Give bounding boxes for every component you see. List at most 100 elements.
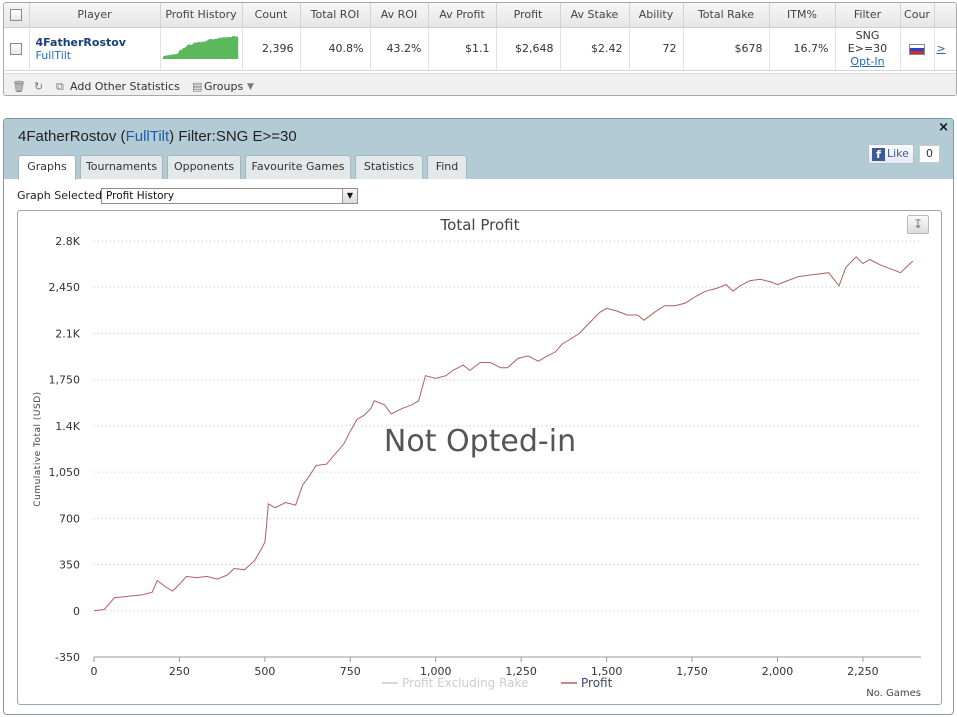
col-header-profit[interactable]: Profit [496,3,561,28]
x-tick-label: 0 [91,665,98,678]
graph-select-dropdown[interactable]: Profit History ▼ [101,188,358,204]
select-all-header[interactable] [4,3,30,28]
col-header-profit-history[interactable]: Profit History [160,3,243,28]
x-tick-label: 250 [169,665,190,678]
filter-line-1: SNG [855,29,880,42]
download-icon[interactable]: ↧ [907,215,929,234]
col-header-count[interactable]: Count [242,3,301,28]
x-tick-label: 500 [254,665,275,678]
col-header-av-profit[interactable]: Av Profit [428,3,497,28]
y-tick-label: 0 [73,605,80,618]
y-tick-label: 1,050 [49,466,81,479]
facebook-like-count: 0 [918,145,940,163]
cell-profit: $2,648 [496,27,561,71]
x-tick-label: 750 [340,665,361,678]
y-tick-label: 1.4K [55,420,80,433]
opt-in-link[interactable]: Opt-In [850,55,885,68]
table-toolbar: 🗑 ↻ ⧉ Add Other Statistics ▤ Groups ▼ [4,73,956,95]
facebook-like-button[interactable]: f Like [868,144,914,164]
cell-count: 2,396 [242,27,301,71]
x-tick-label: 1,250 [505,665,537,678]
col-header-filter[interactable]: Filter [835,3,901,28]
x-axis-label: No. Games [866,688,921,699]
refresh-icon[interactable]: ↻ [34,80,44,93]
col-header-itm[interactable]: ITM% [769,3,836,28]
y-tick-label: 1,750 [49,374,81,387]
col-header-total-roi[interactable]: Total ROI [300,3,371,28]
panel-title-filter: Filter:SNG E>=30 [178,128,297,145]
facebook-like-label: Like [887,147,909,160]
x-tick-label: 1,750 [676,665,708,678]
row-more-link[interactable]: > [936,42,946,55]
add-stats-icon: ⧉ [56,80,64,93]
cell-av-profit: $1.1 [428,27,497,71]
profit-history-sparkline[interactable] [163,35,239,59]
x-tick-label: 2,000 [762,665,794,678]
legend-item: Profit [581,676,613,690]
sparkline-area [163,35,239,59]
y-axis-label: Cumulative Total (USD) [33,391,43,506]
tab-tournaments[interactable]: Tournaments [80,155,163,179]
graph-selected-label: Graph Selected: [17,189,106,202]
panel-header: 4FatherRostov (FullTilt) Filter:SNG E>=3… [4,119,953,180]
y-tick-label: 2.1K [55,327,80,340]
groups-button[interactable]: Groups [204,80,244,93]
tab-graphs[interactable]: Graphs [18,155,76,180]
trash-icon[interactable]: 🗑 [12,80,26,93]
stats-table-box: Player Profit History Count Total ROI Av… [3,2,957,96]
chart-title: Total Profit [440,216,520,234]
col-header-country[interactable]: Cour [900,3,935,28]
total-profit-chart: Total Profit -350 0 350 700 1,050 1.4K 1,750 2.1… [33,216,921,699]
series-line-profit [93,256,914,612]
facebook-icon: f [872,147,885,161]
cell-av-stake: $2.42 [560,27,630,71]
cell-itm: 16.7% [769,27,836,71]
chart-frame: Total Profit -350 0 350 700 1,050 1.4K 1,750 2.1… [17,210,942,705]
row-checkbox[interactable] [10,43,23,55]
tab-statistics[interactable]: Statistics [355,155,423,179]
y-tick-label: 2.8K [55,235,80,248]
stats-table: Player Profit History Count Total ROI Av… [4,3,956,71]
groups-icon: ▤ [192,80,203,93]
not-opted-in-watermark: Not Opted-in [384,424,576,459]
facebook-like: f Like 0 [868,144,940,164]
filter-line-2: E>=30 [847,42,888,55]
close-icon[interactable]: × [938,120,949,135]
player-site-link[interactable]: FullTilt [35,48,72,62]
x-tick-label: 1,000 [420,665,452,678]
add-other-statistics-button[interactable]: Add Other Statistics [70,80,180,93]
cell-country [900,27,935,71]
cell-av-roi: 43.2% [370,27,429,71]
russia-flag-icon [909,43,925,55]
cell-ability: 72 [629,27,684,71]
col-header-ability[interactable]: Ability [629,3,684,28]
table-row: 4FatherRostov FullTilt 2,396 40.8% 43.2%… [4,27,956,71]
tab-find[interactable]: Find [427,155,467,179]
y-tick-label: 350 [59,559,80,572]
player-name-link[interactable]: 4FatherRostov [35,35,126,49]
chevron-down-icon[interactable]: ▼ [247,82,254,92]
tab-opponents[interactable]: Opponents [167,155,241,179]
cell-filter: SNG E>=30 Opt-In [835,27,901,71]
graph-select-value: Profit History [106,190,175,202]
col-header-total-rake[interactable]: Total Rake [683,3,770,28]
panel-title: 4FatherRostov (FullTilt) Filter:SNG E>=3… [18,128,297,145]
cell-total-rake: $678 [683,27,770,71]
tab-favourite-games[interactable]: Favourite Games [245,155,351,179]
player-graph-panel: 4FatherRostov (FullTilt) Filter:SNG E>=3… [3,118,954,715]
col-header-av-stake[interactable]: Av Stake [560,3,630,28]
select-all-checkbox[interactable] [10,9,23,22]
legend-item: Profit Excluding Rake [402,676,528,690]
y-tick-label: -350 [55,651,80,664]
panel-title-site-link[interactable]: FullTilt [125,128,170,145]
dropdown-arrow-icon[interactable]: ▼ [342,189,357,203]
col-header-av-roi[interactable]: Av ROI [370,3,429,28]
col-header-player[interactable]: Player [29,3,161,28]
x-tick-label: 2,250 [847,665,879,678]
y-tick-label: 700 [59,512,80,525]
panel-title-player: 4FatherRostov [18,128,117,145]
x-tick-label: 1,500 [591,665,623,678]
cell-total-roi: 40.8% [300,27,371,71]
y-tick-label: 2,450 [49,281,81,294]
col-header-extra [934,3,956,28]
